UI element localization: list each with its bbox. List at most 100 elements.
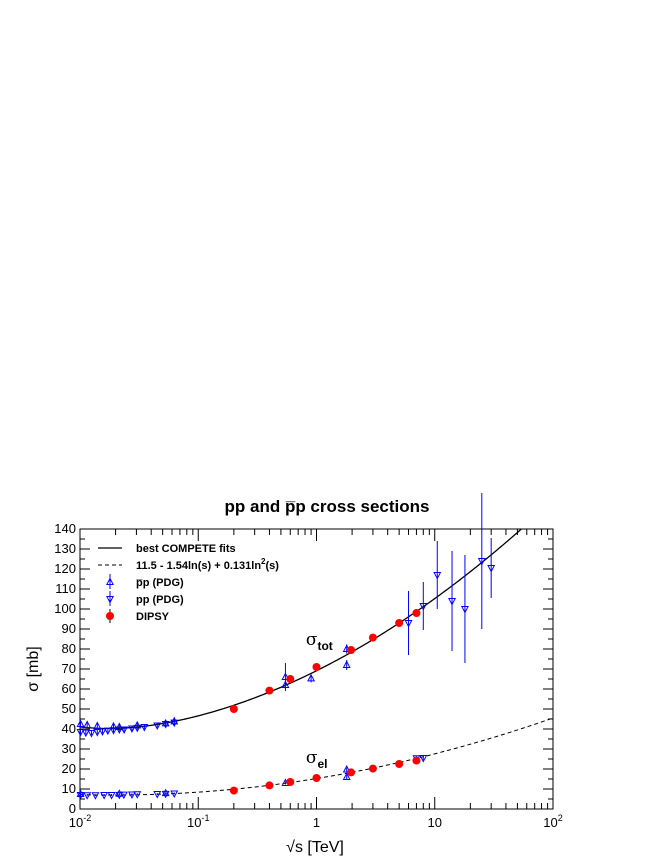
annotations: σtot σel	[306, 630, 333, 771]
dipsy-point	[412, 609, 421, 617]
y-tick-label: 130	[54, 541, 76, 556]
pp-point	[487, 565, 496, 573]
y-tick-label: 10	[62, 781, 76, 796]
y-tick-label: 120	[54, 561, 76, 576]
pp-point	[419, 755, 428, 763]
pp-point	[98, 728, 107, 736]
pbarp-point	[76, 719, 85, 727]
pp-point	[133, 791, 142, 799]
sigma-annotation: σel	[306, 748, 328, 771]
y-tick-label: 0	[69, 801, 76, 816]
dipsy-point	[412, 756, 421, 765]
x-tick-label: 10-2	[69, 813, 91, 830]
dipsy-point	[368, 764, 377, 773]
dipsy-point	[368, 633, 377, 642]
y-tick-label: 110	[55, 581, 76, 596]
pp-point	[76, 792, 85, 800]
x-tick-label: 102	[543, 813, 562, 830]
series-group	[76, 644, 351, 797]
pp-point	[81, 729, 90, 738]
pp-point	[76, 729, 85, 737]
legend-dipsy-marker	[106, 612, 114, 620]
legend-pp-marker	[106, 596, 114, 604]
dipsy-point	[395, 760, 404, 768]
pp-point	[93, 729, 102, 737]
pp-point	[419, 603, 428, 611]
dipsy-point	[312, 774, 321, 782]
pbarp-point	[93, 721, 102, 729]
data-series	[76, 493, 496, 800]
pp-point	[100, 792, 109, 800]
series-group	[76, 493, 496, 800]
pbarp-point	[133, 720, 142, 729]
legend: best COMPETE fits 11.5 - 1.54ln(s) + 0.13…	[98, 543, 279, 623]
dipsy-point	[286, 675, 295, 683]
y-axis-title: σ [mb]	[25, 646, 42, 691]
sigma-annotation: σtot	[306, 630, 333, 653]
dipsy-point	[347, 646, 356, 654]
y-tick-label: 20	[62, 761, 76, 776]
y-tick-label: 90	[62, 621, 76, 636]
chart-title: pp and p̅p cross sections	[225, 497, 430, 516]
legend-label: DIPSY	[136, 611, 170, 623]
y-tick-label: 30	[62, 741, 76, 756]
pp-point	[83, 792, 92, 800]
y-axis: 0 10 20 30 40 50 60 70 80 90 100 110 120 130 140	[54, 521, 553, 816]
pp-point	[460, 606, 469, 614]
y-tick-label: 40	[62, 721, 76, 736]
dipsy-point	[312, 663, 321, 671]
legend-label: p̅p (PDG)	[136, 577, 184, 589]
pp-point	[87, 730, 96, 738]
pbarp-point	[342, 772, 351, 780]
dipsy-point	[286, 778, 295, 786]
dipsy-series	[229, 609, 421, 795]
pp-point	[448, 598, 457, 606]
pbarp-point	[342, 660, 351, 668]
pp-point	[140, 724, 149, 732]
dipsy-point	[265, 686, 274, 695]
pp-point	[170, 790, 179, 798]
legend-label: 11.5 - 1.54ln(s) + 0.131ln2(s)	[136, 557, 279, 572]
pbarp-point	[307, 673, 316, 682]
pp-point	[404, 620, 413, 628]
legend-label: best COMPETE fits	[136, 543, 236, 555]
pbarp-point	[115, 789, 124, 797]
pbarp-point	[161, 718, 170, 727]
x-tick-label: 10-1	[187, 813, 209, 830]
y-tick-label: 70	[62, 661, 76, 676]
legend-label: pp (PDG)	[136, 594, 184, 606]
x-axis: 10-2 10-1 1 10 102	[69, 529, 563, 830]
y-tick-label: 60	[62, 681, 76, 696]
x-tick-label: 1	[313, 815, 320, 830]
dipsy-point	[229, 786, 238, 795]
pp-point	[161, 790, 170, 799]
pp-point	[91, 792, 100, 800]
y-tick-label: 80	[62, 641, 76, 656]
dipsy-point	[395, 619, 404, 627]
pbarp-point	[115, 722, 124, 730]
pp-point	[115, 791, 124, 800]
dipsy-point	[265, 781, 274, 790]
x-tick-label: 10	[428, 815, 442, 830]
pp-point	[103, 727, 112, 736]
pbarp-point	[76, 789, 85, 797]
dipsy-point	[347, 768, 356, 777]
pp-point	[477, 558, 486, 566]
pp-point	[153, 722, 162, 730]
pbarp-point	[83, 720, 92, 728]
dipsy-point	[229, 705, 238, 713]
pbarp-point	[161, 788, 170, 797]
y-tick-label: 50	[62, 701, 76, 716]
pbarp-point	[170, 716, 179, 725]
pp-point	[153, 791, 162, 799]
pp-point	[127, 791, 136, 799]
pbarp-point	[342, 765, 351, 773]
legend-pbarp-marker	[106, 577, 114, 585]
pp-point	[433, 572, 442, 580]
y-tick-label: 140	[54, 521, 76, 536]
y-tick-label: 100	[54, 601, 76, 616]
pbarp-point	[109, 721, 118, 730]
pp-point	[127, 725, 136, 733]
pbarp-point	[281, 672, 290, 680]
